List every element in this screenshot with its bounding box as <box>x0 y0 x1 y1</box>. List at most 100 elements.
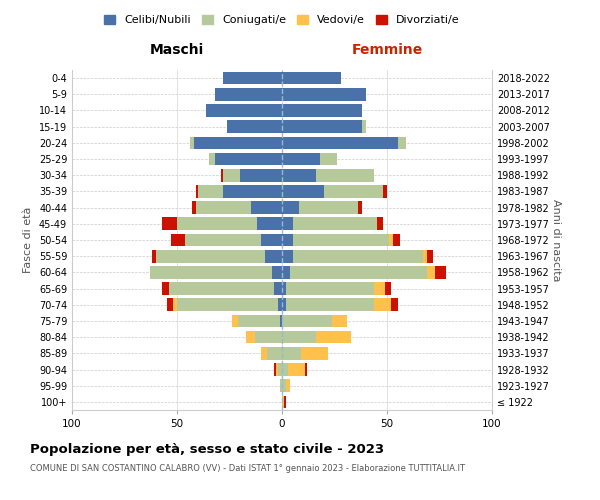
Bar <box>320 152 337 166</box>
Bar <box>152 250 156 262</box>
Bar <box>282 380 286 392</box>
Text: COMUNE DI SAN COSTANTINO CALABRO (VV) - Dati ISTAT 1° gennaio 2023 - Elaborazion: COMUNE DI SAN COSTANTINO CALABRO (VV) - … <box>30 464 465 473</box>
Y-axis label: Anni di nascita: Anni di nascita <box>551 198 561 281</box>
Bar <box>215 88 282 101</box>
Bar <box>173 298 177 311</box>
Bar <box>293 218 377 230</box>
Text: Maschi: Maschi <box>150 43 204 57</box>
Bar <box>316 169 374 181</box>
Bar <box>257 218 282 230</box>
Legend: Celibi/Nubili, Coniugati/e, Vedovi/e, Divorziati/e: Celibi/Nubili, Coniugati/e, Vedovi/e, Di… <box>100 10 464 30</box>
Bar <box>286 282 374 295</box>
Bar <box>286 298 374 311</box>
Bar <box>282 152 320 166</box>
Bar <box>261 234 282 246</box>
Bar <box>305 363 307 376</box>
Bar <box>209 152 215 166</box>
Bar <box>278 363 282 376</box>
Bar <box>190 136 194 149</box>
Bar <box>162 282 169 295</box>
Bar <box>377 218 383 230</box>
Bar <box>398 136 406 149</box>
Bar <box>332 314 347 328</box>
Bar <box>282 104 362 117</box>
Bar <box>271 266 282 278</box>
Bar <box>246 331 254 344</box>
Bar <box>282 266 290 278</box>
Bar <box>169 282 274 295</box>
Bar <box>274 282 282 295</box>
Bar <box>289 363 305 376</box>
Bar <box>374 298 391 311</box>
Bar <box>171 234 185 246</box>
Bar <box>227 120 282 133</box>
Bar <box>383 185 387 198</box>
Bar <box>394 234 400 246</box>
Bar <box>280 380 282 392</box>
Bar <box>280 314 282 328</box>
Bar <box>223 185 282 198</box>
Bar <box>282 218 293 230</box>
Bar <box>265 250 282 262</box>
Bar <box>206 104 282 117</box>
Bar <box>282 120 362 133</box>
Bar <box>389 234 394 246</box>
Bar <box>422 250 427 262</box>
Bar <box>185 234 261 246</box>
Bar <box>282 136 398 149</box>
Bar <box>282 234 293 246</box>
Bar <box>282 363 289 376</box>
Bar <box>293 234 389 246</box>
Bar <box>232 314 238 328</box>
Bar <box>282 169 316 181</box>
Bar <box>435 266 446 278</box>
Bar <box>274 363 276 376</box>
Bar <box>282 282 286 295</box>
Bar <box>324 185 383 198</box>
Bar <box>385 282 391 295</box>
Bar <box>282 202 299 214</box>
Bar <box>238 314 280 328</box>
Bar <box>276 363 278 376</box>
Bar <box>240 169 282 181</box>
Bar <box>299 202 358 214</box>
Bar <box>177 218 257 230</box>
Bar <box>156 250 265 262</box>
Bar <box>282 331 316 344</box>
Bar <box>282 185 324 198</box>
Bar <box>215 152 282 166</box>
Text: Femmine: Femmine <box>352 43 422 57</box>
Bar <box>391 298 398 311</box>
Bar <box>286 380 290 392</box>
Bar <box>254 331 282 344</box>
Bar <box>427 266 435 278</box>
Bar <box>282 347 301 360</box>
Bar <box>177 298 278 311</box>
Bar <box>290 266 427 278</box>
Bar <box>282 72 341 85</box>
Bar <box>167 298 173 311</box>
Bar <box>358 202 362 214</box>
Bar <box>284 396 286 408</box>
Bar <box>196 202 251 214</box>
Bar <box>251 202 282 214</box>
Text: Popolazione per età, sesso e stato civile - 2023: Popolazione per età, sesso e stato civil… <box>30 442 384 456</box>
Bar <box>374 282 385 295</box>
Bar <box>278 298 282 311</box>
Bar <box>223 169 240 181</box>
Bar <box>362 120 366 133</box>
Bar <box>150 266 271 278</box>
Bar <box>196 185 198 198</box>
Bar <box>162 218 177 230</box>
Bar <box>194 136 282 149</box>
Bar <box>316 331 352 344</box>
Bar <box>293 250 422 262</box>
Bar <box>221 169 223 181</box>
Bar <box>268 347 282 360</box>
Bar <box>301 347 328 360</box>
Bar <box>282 314 332 328</box>
Bar <box>282 250 293 262</box>
Bar <box>198 185 223 198</box>
Bar <box>261 347 268 360</box>
Y-axis label: Fasce di età: Fasce di età <box>23 207 33 273</box>
